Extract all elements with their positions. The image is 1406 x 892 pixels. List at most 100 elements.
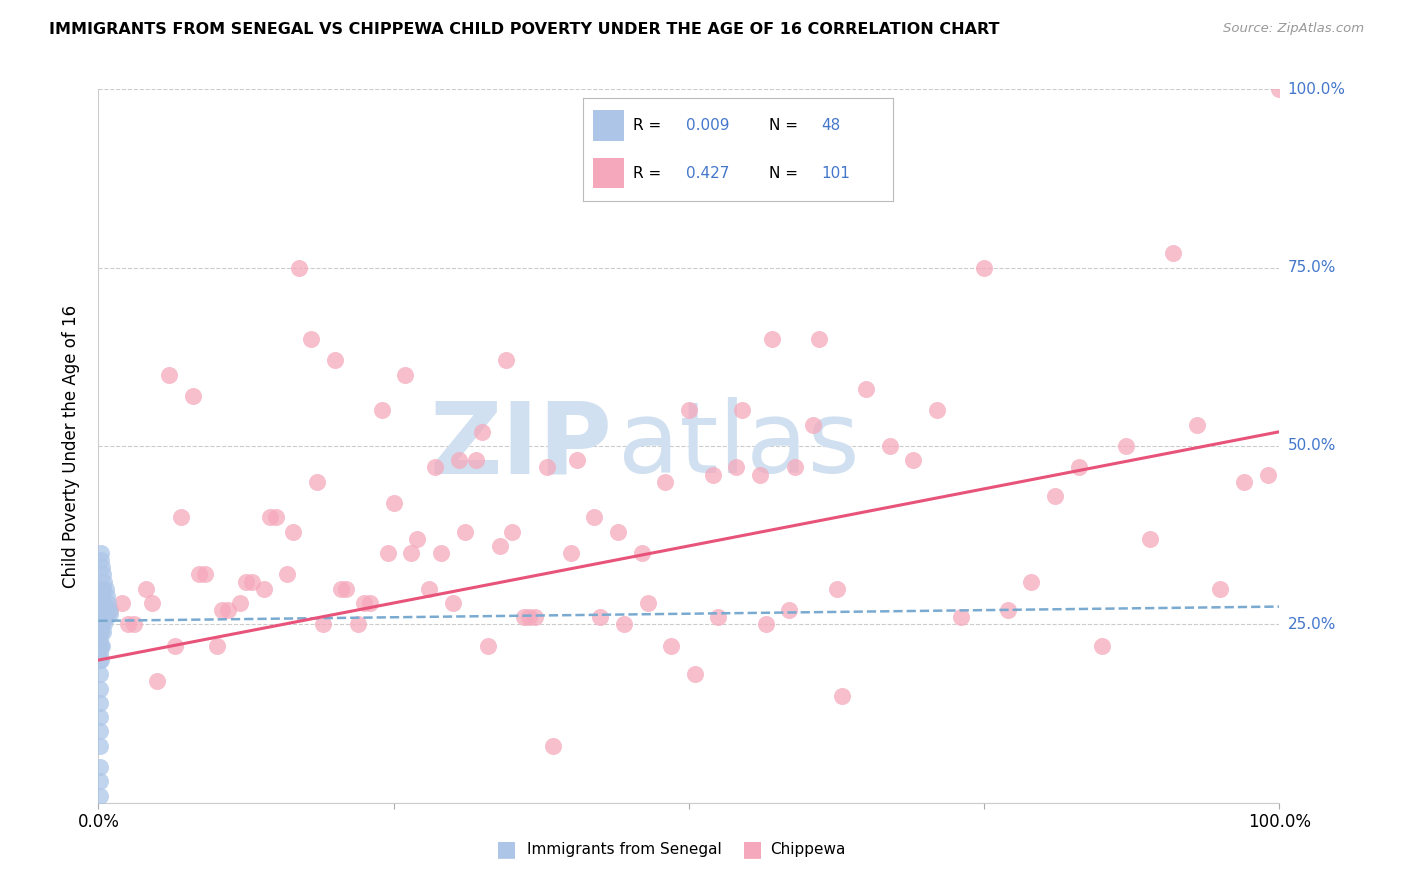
Point bbox=[1257, 467, 1279, 482]
Point bbox=[94, 603, 117, 617]
Point bbox=[90, 639, 112, 653]
Point bbox=[801, 417, 824, 432]
Point bbox=[217, 603, 239, 617]
Point bbox=[89, 617, 111, 632]
Point bbox=[90, 610, 112, 624]
Point bbox=[91, 624, 114, 639]
Point bbox=[613, 617, 636, 632]
Point bbox=[725, 460, 748, 475]
Point bbox=[1233, 475, 1256, 489]
Point bbox=[831, 689, 853, 703]
Point bbox=[683, 667, 706, 681]
Point bbox=[406, 532, 429, 546]
Point bbox=[761, 332, 783, 346]
Text: 48: 48 bbox=[821, 119, 841, 133]
Point bbox=[93, 574, 115, 589]
Bar bbox=[593, 158, 624, 188]
Point bbox=[1185, 417, 1208, 432]
Point bbox=[423, 460, 446, 475]
Point bbox=[259, 510, 281, 524]
Point bbox=[141, 596, 163, 610]
Point bbox=[477, 639, 499, 653]
Point bbox=[146, 674, 169, 689]
Point bbox=[825, 582, 848, 596]
Point bbox=[91, 567, 114, 582]
Point bbox=[90, 624, 112, 639]
Point bbox=[194, 567, 217, 582]
Point bbox=[702, 467, 724, 482]
Point bbox=[229, 596, 252, 610]
Text: 25.0%: 25.0% bbox=[1288, 617, 1336, 632]
Text: IMMIGRANTS FROM SENEGAL VS CHIPPEWA CHILD POVERTY UNDER THE AGE OF 16 CORRELATIO: IMMIGRANTS FROM SENEGAL VS CHIPPEWA CHIL… bbox=[49, 22, 1000, 37]
Point bbox=[524, 610, 547, 624]
Point bbox=[90, 553, 112, 567]
Point bbox=[235, 574, 257, 589]
Point bbox=[288, 260, 311, 275]
Point bbox=[90, 617, 112, 632]
Point bbox=[997, 603, 1019, 617]
Point bbox=[394, 368, 416, 382]
Point bbox=[165, 639, 187, 653]
Point bbox=[536, 460, 558, 475]
Point bbox=[489, 539, 512, 553]
Text: 75.0%: 75.0% bbox=[1288, 260, 1336, 275]
Text: N =: N = bbox=[769, 119, 799, 133]
Point bbox=[89, 646, 111, 660]
Point bbox=[90, 596, 112, 610]
Point bbox=[418, 582, 440, 596]
Point bbox=[91, 560, 114, 574]
Point bbox=[89, 696, 111, 710]
Point bbox=[98, 607, 121, 621]
Text: R =: R = bbox=[633, 166, 661, 180]
Point bbox=[135, 582, 157, 596]
Point bbox=[97, 596, 120, 610]
Point bbox=[879, 439, 901, 453]
Point bbox=[637, 596, 659, 610]
Point bbox=[377, 546, 399, 560]
Point bbox=[211, 603, 233, 617]
Point bbox=[465, 453, 488, 467]
Point bbox=[1268, 82, 1291, 96]
Point bbox=[785, 460, 807, 475]
Point bbox=[89, 632, 111, 646]
Point bbox=[111, 596, 134, 610]
Text: ■: ■ bbox=[496, 839, 516, 859]
Point bbox=[187, 567, 209, 582]
Point bbox=[659, 639, 682, 653]
Point bbox=[335, 582, 357, 596]
Text: 50.0%: 50.0% bbox=[1288, 439, 1336, 453]
Text: ■: ■ bbox=[742, 839, 762, 859]
Point bbox=[89, 639, 111, 653]
Point bbox=[98, 603, 121, 617]
Point bbox=[501, 524, 523, 539]
Point bbox=[755, 617, 778, 632]
Point bbox=[240, 574, 263, 589]
Point bbox=[1091, 639, 1114, 653]
Point bbox=[541, 739, 564, 753]
Point bbox=[731, 403, 754, 417]
Point bbox=[678, 403, 700, 417]
Point bbox=[401, 546, 423, 560]
Point bbox=[855, 382, 877, 396]
Point bbox=[93, 617, 115, 632]
Point bbox=[89, 789, 111, 803]
Text: N =: N = bbox=[769, 166, 799, 180]
Point bbox=[512, 610, 534, 624]
Point bbox=[1067, 460, 1090, 475]
Point bbox=[359, 596, 381, 610]
Point bbox=[495, 353, 517, 368]
Point bbox=[157, 368, 180, 382]
Point bbox=[90, 546, 112, 560]
Point bbox=[89, 610, 111, 624]
Point bbox=[583, 510, 606, 524]
Point bbox=[90, 582, 112, 596]
Point bbox=[89, 603, 111, 617]
Point bbox=[471, 425, 494, 439]
Point bbox=[807, 332, 830, 346]
Point bbox=[90, 653, 112, 667]
Point bbox=[91, 582, 114, 596]
Point bbox=[519, 610, 541, 624]
Point bbox=[329, 582, 352, 596]
Point bbox=[903, 453, 925, 467]
Point bbox=[89, 760, 111, 774]
